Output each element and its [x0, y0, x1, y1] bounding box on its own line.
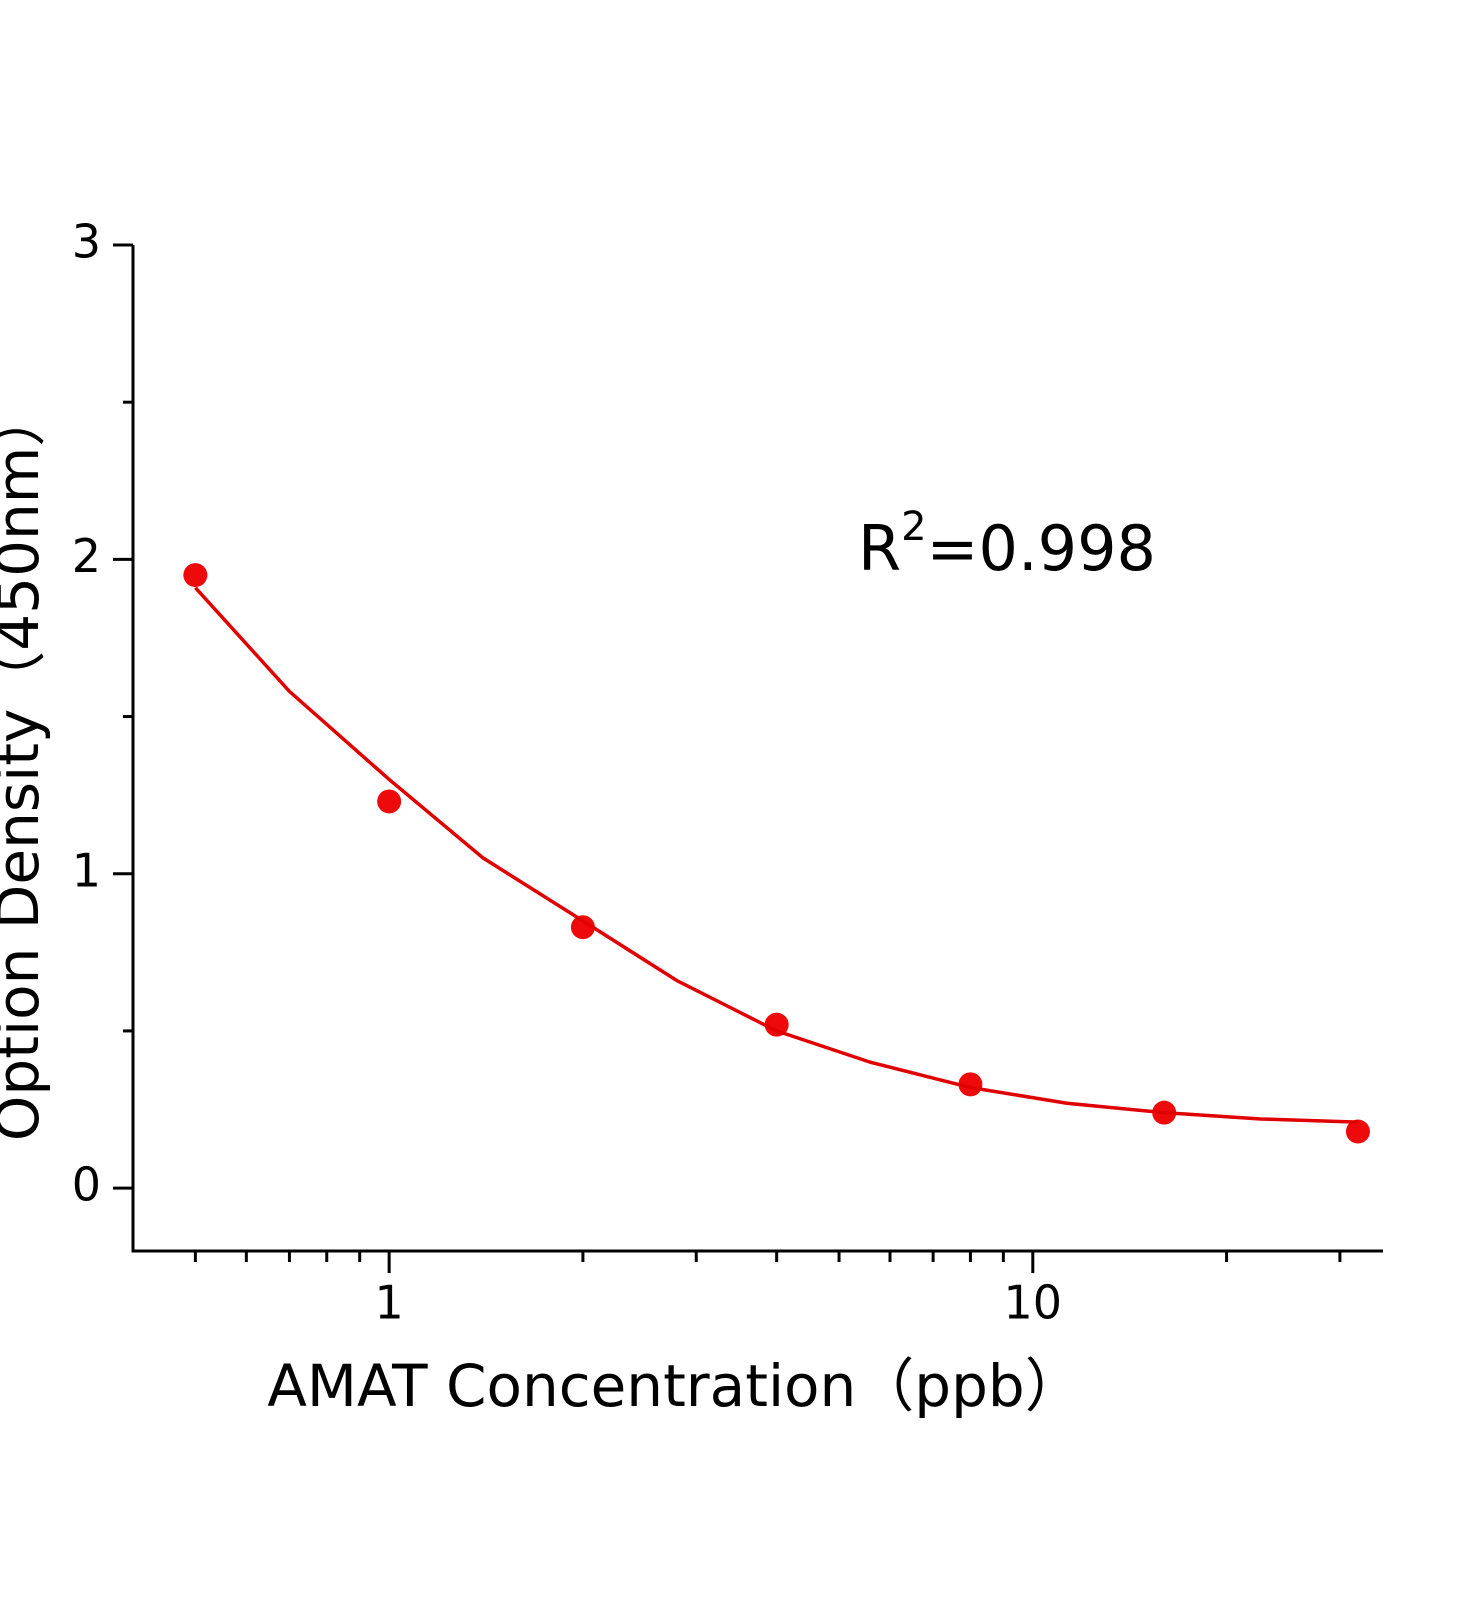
annotation: R2=0.998 — [858, 504, 1156, 585]
annotation-rest: =0.998 — [927, 512, 1156, 585]
x-axis-label: AMAT Concentration（ppb） — [267, 1352, 1083, 1420]
y-tick-label: 3 — [72, 215, 101, 269]
y-axis-label: Option Density（450nm） — [0, 389, 52, 1141]
annotation-sup: 2 — [901, 504, 926, 550]
data-point — [570, 915, 595, 940]
y-tick-label: 0 — [72, 1158, 101, 1212]
annotation-text: R — [858, 512, 901, 585]
data-point — [1345, 1119, 1370, 1144]
fit-curve — [194, 586, 1359, 1124]
x-tick-label: 1 — [374, 1276, 403, 1330]
data-point — [183, 563, 208, 588]
x-tick-label: 10 — [1004, 1276, 1063, 1330]
data-point — [764, 1012, 789, 1037]
data-point — [377, 789, 402, 814]
y-tick-label: 1 — [72, 843, 101, 897]
data-point — [958, 1072, 983, 1097]
y-tick-label: 2 — [72, 529, 101, 583]
